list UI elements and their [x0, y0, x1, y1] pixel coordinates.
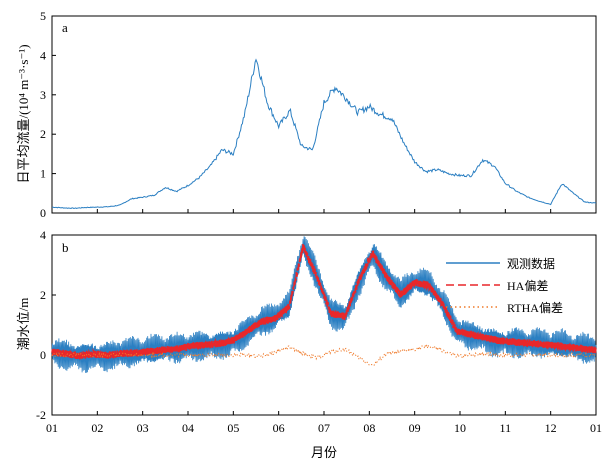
panel-b-yticks: -2 0 2 4: [36, 228, 56, 422]
panel-a-ylabel: 日平均流量/(10⁴ m⁻³·s⁻¹): [16, 44, 31, 183]
panel-b-ytick-label: 4: [40, 228, 46, 242]
panel-a-ytick-label: 1: [40, 167, 46, 181]
panel-b-ytick-label: -2: [36, 408, 46, 422]
panel-a-frame: [51, 15, 597, 214]
panel-b-ylabel: 潮水位/m: [16, 298, 31, 351]
panel-b-xtick-label: 05: [227, 421, 239, 435]
panel-a-series-line: [52, 58, 597, 210]
panel-b-xtick-label: 09: [409, 421, 421, 435]
panel-b-ytick-label: 2: [40, 288, 46, 302]
panel-a-ytick-label: 4: [40, 48, 46, 62]
panel-a-ytick-label: 3: [40, 88, 46, 102]
panel-b-xtick-label: 11: [500, 421, 512, 435]
panel-b-xtick-label: 07: [318, 421, 330, 435]
panel-b-xtick-label: 03: [137, 421, 149, 435]
panel-b-xtick-label: 06: [273, 421, 285, 435]
series-line-ha: [51, 243, 597, 360]
panel-b-ytick-label: 0: [40, 348, 46, 362]
panel-b-xtick-label: 10: [454, 421, 466, 435]
panel-a-label: a: [62, 20, 68, 35]
legend-label-observed: 观测数据: [507, 256, 555, 271]
panel-b-xticks: 01 02 03 04 05 06 07 08 09 10 11 12 01: [46, 411, 602, 435]
panel-b-xtick-label: 01: [46, 421, 58, 435]
panel-a-yticks: 0 1 2 3 4 5: [40, 9, 597, 220]
series-line-rtha: [51, 343, 597, 366]
panel-b-xtick-label: 02: [91, 421, 103, 435]
legend-label-rtha: RTHA偏差: [507, 300, 563, 315]
panel-a-ytick-label: 0: [40, 206, 46, 220]
panel-b-xtick-label: 01: [590, 421, 602, 435]
panel-b-xlabel: 月份: [311, 445, 337, 460]
panel-b-xtick-label: 08: [363, 421, 375, 435]
legend-label-ha: HA偏差: [507, 278, 548, 293]
panel-b-xtick-label: 12: [545, 421, 557, 435]
legend: 观测数据 HA偏差 RTHA偏差: [446, 256, 563, 315]
panel-a-ytick-label: 2: [40, 127, 46, 141]
panel-a-ytick-label: 5: [40, 9, 46, 23]
panel-a: a 日平均流量/(10⁴ m⁻³·s⁻¹) 0 1 2 3 4 5: [16, 9, 597, 220]
panel-b-label: b: [62, 240, 69, 255]
series-line-observed: [51, 236, 597, 373]
panel-b-series-group: [51, 236, 597, 373]
panel-b-xtick-label: 04: [182, 421, 194, 435]
